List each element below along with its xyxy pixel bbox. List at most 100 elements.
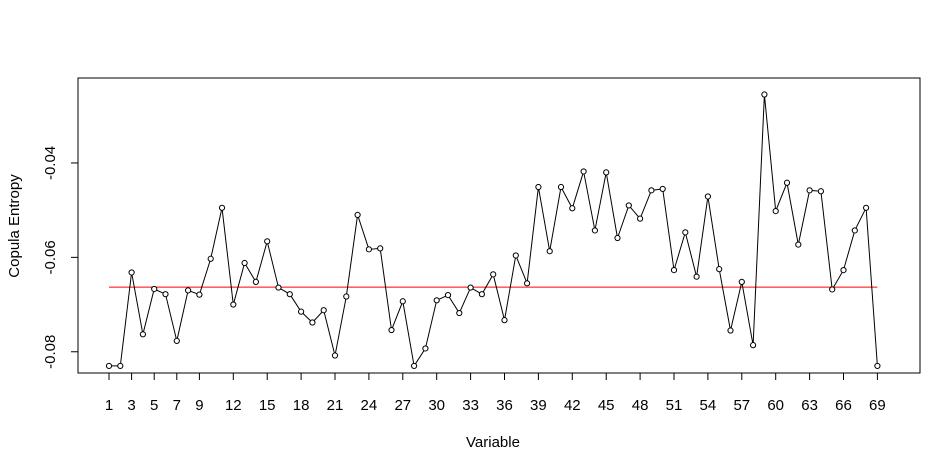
data-point [241,259,248,267]
data-point [422,345,429,352]
data-point [569,205,576,212]
x-tick-label: 42 [564,397,581,414]
data-point [377,245,384,252]
data-point [365,246,372,253]
data-point [693,273,700,280]
data-point [501,317,508,324]
data-point [230,301,237,308]
data-point [388,326,395,334]
data-point [851,227,858,234]
data-point [580,168,587,175]
x-tick-label: 66 [835,397,852,414]
x-axis: 1 3 5 7 9 12 15 18 21 24 27 30 33 36 39 42 45 48 51 54 57 60 6… [105,373,886,414]
data-point [682,229,689,236]
x-tick-label: 15 [259,397,276,414]
x-tick-label: 48 [632,397,649,414]
data-point [625,202,632,209]
data-point [399,298,406,305]
data-point [128,269,135,276]
data-point [343,293,350,300]
data-point [817,188,825,195]
x-tick-label: 7 [173,397,181,414]
y-tick-label: -0.04 [42,146,59,180]
data-point [806,187,813,194]
data-point [716,266,723,273]
y-axis: -0.08 -0.06 -0.04 [42,146,78,369]
y-axis-title: Copula Entropy [6,174,23,278]
data-point [727,327,734,334]
x-tick-label: 54 [700,397,717,414]
data-point [411,362,418,370]
x-tick-label: 30 [428,397,445,414]
data-point [218,204,226,211]
data-point [795,241,802,248]
data-point [704,193,712,200]
data-point [659,185,666,193]
data-point [162,291,169,298]
data-point [309,319,316,326]
data-point [151,285,158,293]
data-point [478,291,485,298]
y-tick-label: -0.06 [42,240,59,274]
x-tick-label: 9 [195,397,203,414]
data-point [444,292,452,299]
data-point [185,287,192,294]
x-tick-label: 12 [225,397,242,414]
data-point [591,227,599,234]
x-tick-label: 69 [869,397,886,414]
data-point [207,255,214,262]
data-point [670,267,678,274]
data-point [874,362,881,370]
series-points [105,91,881,370]
data-point [840,267,847,274]
data-point [738,278,745,286]
data-point [750,342,757,349]
data-point [614,234,621,242]
data-point [196,291,203,298]
data-point [761,91,768,98]
x-tick-label: 51 [666,397,683,414]
data-point [298,308,305,315]
data-point [829,286,836,293]
data-point [524,280,531,287]
data-point [105,362,113,370]
data-point [286,291,293,298]
x-tick-label: 3 [127,397,135,414]
data-point [354,211,361,218]
x-tick-label: 60 [767,397,784,414]
x-tick-label: 57 [733,397,750,414]
x-tick-label: 5 [150,397,158,414]
data-point [331,352,339,359]
data-point [252,278,259,286]
data-point [783,179,791,186]
data-point [433,297,440,304]
data-point [535,183,542,191]
data-point [320,307,327,314]
data-point [637,215,644,222]
x-tick-label: 63 [801,397,818,414]
data-point [264,238,271,245]
data-point [490,271,497,278]
x-tick-label: 24 [361,397,378,414]
data-point [546,248,553,255]
data-point [512,252,519,259]
data-point [648,187,655,194]
data-point [117,362,124,370]
data-point [173,337,180,345]
plot-frame [77,77,921,374]
x-tick-label: 36 [496,397,513,414]
x-tick-label: 33 [462,397,479,414]
x-tick-label: 18 [293,397,310,414]
data-point [557,183,565,191]
data-point [603,169,610,176]
x-tick-label: 21 [327,397,344,414]
data-point [863,204,870,211]
x-axis-title: Variable [466,434,520,451]
x-tick-label: 1 [105,397,113,414]
data-point [772,208,779,215]
x-tick-label: 45 [598,397,615,414]
x-tick-label: 27 [394,397,411,414]
data-point [456,309,463,317]
data-point [275,284,282,291]
